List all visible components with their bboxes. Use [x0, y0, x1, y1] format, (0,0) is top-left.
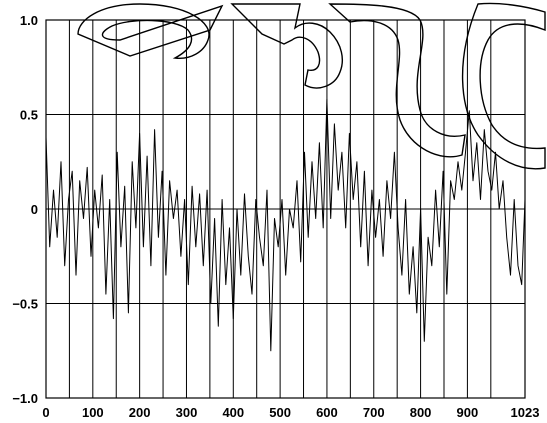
watermark-letter-c-outline [461, 2, 546, 170]
x-tick-label: 900 [457, 405, 479, 420]
x-tick-label: 0 [42, 405, 49, 420]
x-tick-label: 300 [176, 405, 198, 420]
major-gridlines [45, 19, 526, 399]
watermark-letter-p-outline [230, 3, 343, 89]
x-tick-label: 700 [363, 405, 385, 420]
x-tick-label: 600 [316, 405, 338, 420]
watermark-letter-b-outline [77, 3, 224, 59]
x-tick-label: 800 [410, 405, 432, 420]
x-tick-label: 1023 [511, 405, 540, 420]
y-axis-tick-labels: 1.0 0.5 0 −0.5 −1.0 [12, 13, 38, 406]
signal-series-line [45, 98, 526, 352]
y-tick-label: 1.0 [20, 13, 38, 28]
x-tick-label: 200 [129, 405, 151, 420]
y-tick-label: 0 [31, 202, 38, 217]
y-tick-label: 0.5 [20, 108, 38, 123]
y-tick-label: −0.5 [12, 297, 38, 312]
y-tick-label: −1.0 [12, 391, 38, 406]
x-axis-tick-labels: 0 100 200 300 400 500 600 700 800 900 1023 [42, 405, 539, 420]
watermark-letter-s-outline [328, 3, 466, 158]
x-tick-label: 100 [82, 405, 104, 420]
x-tick-label: 400 [222, 405, 244, 420]
x-tick-label: 500 [269, 405, 291, 420]
watermark-outline [77, 2, 546, 170]
